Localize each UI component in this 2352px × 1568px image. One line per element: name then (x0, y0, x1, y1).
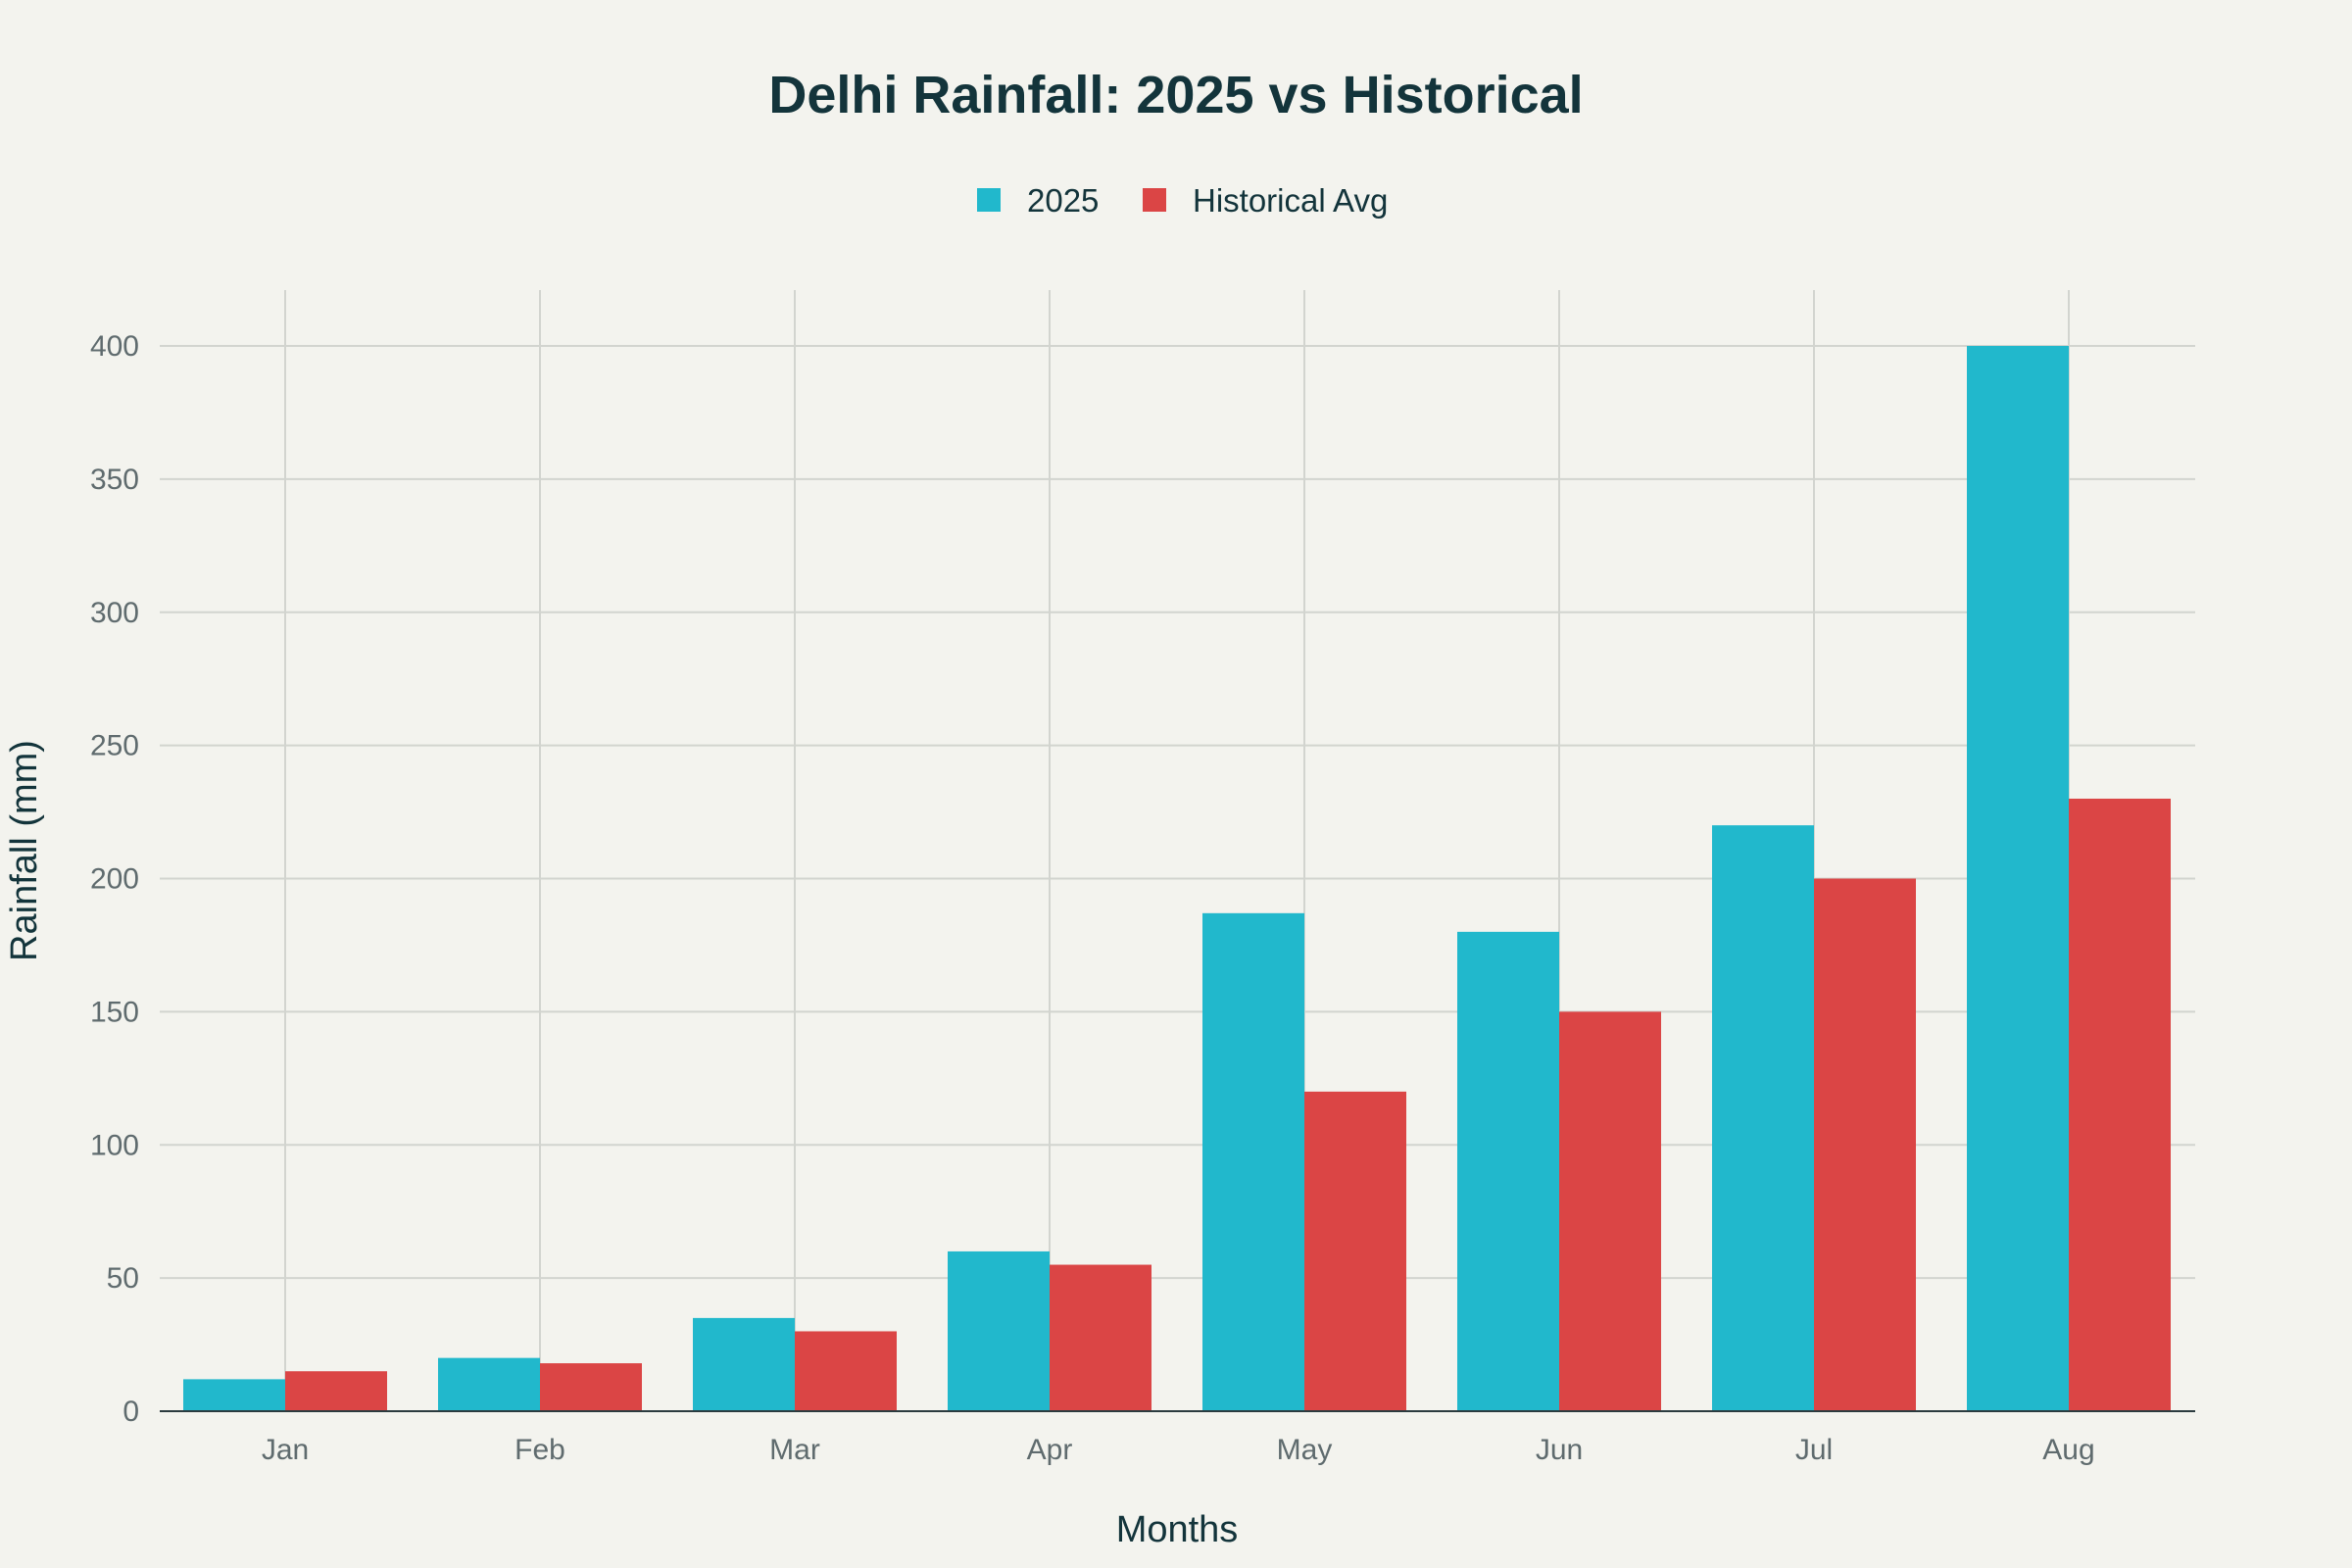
chart-legend: 2025 Historical Avg (977, 182, 1388, 219)
chart-title: Delhi Rainfall: 2025 vs Historical (768, 66, 1583, 124)
bar-series-2025 (183, 1379, 285, 1411)
y-axis-title: Rainfall (mm) (4, 740, 45, 961)
bar-series-2025 (1967, 346, 2069, 1411)
bar-series-2025 (438, 1357, 540, 1411)
legend-swatch (1143, 188, 1166, 212)
bar-series-historical-avg (1050, 1264, 1152, 1411)
y-gridlines (160, 345, 2195, 1280)
legend-swatch (977, 188, 1001, 212)
bar-series-2025 (1457, 931, 1559, 1411)
x-tick-labels: Jan Feb Mar Apr May Jun Jul Aug (262, 1434, 2095, 1466)
bar-series-historical-avg (540, 1363, 642, 1411)
x-tick-label: Feb (514, 1434, 565, 1466)
y-tick-label: 150 (90, 996, 139, 1028)
legend-label: 2025 (1027, 182, 1099, 219)
bar-series-2025 (948, 1250, 1050, 1411)
bar-series-historical-avg (2069, 798, 2171, 1411)
bar-series-2025 (1712, 825, 1814, 1411)
bar-series-2025 (693, 1317, 795, 1411)
y-tick-label: 100 (90, 1129, 139, 1161)
y-tick-label: 400 (90, 330, 139, 363)
y-tick-label: 200 (90, 863, 139, 896)
legend-label: Historical Avg (1193, 182, 1388, 219)
bar-series-historical-avg (1814, 878, 1916, 1411)
x-axis-title: Months (1116, 1509, 1239, 1550)
x-tick-label: Apr (1027, 1434, 1073, 1466)
bars-group (183, 346, 2171, 1411)
y-tick-label: 50 (107, 1262, 139, 1295)
y-tick-label: 350 (90, 464, 139, 496)
y-tick-label: 0 (122, 1396, 139, 1428)
x-tick-label: Jun (1536, 1434, 1583, 1466)
y-tick-label: 250 (90, 730, 139, 762)
bar-series-2025 (1202, 912, 1304, 1411)
bar-series-historical-avg (285, 1371, 387, 1411)
x-tick-label: May (1277, 1434, 1333, 1466)
bar-series-historical-avg (1559, 1011, 1661, 1411)
y-tick-labels: 0 50 100 150 200 250 300 350 400 (90, 330, 139, 1428)
bar-series-historical-avg (795, 1331, 897, 1411)
y-tick-label: 300 (90, 597, 139, 629)
x-tick-label: Mar (769, 1434, 820, 1466)
bar-series-historical-avg (1304, 1091, 1406, 1411)
x-tick-label: Jul (1795, 1434, 1833, 1466)
x-tick-label: Jan (262, 1434, 309, 1466)
x-tick-label: Aug (2042, 1434, 2094, 1466)
